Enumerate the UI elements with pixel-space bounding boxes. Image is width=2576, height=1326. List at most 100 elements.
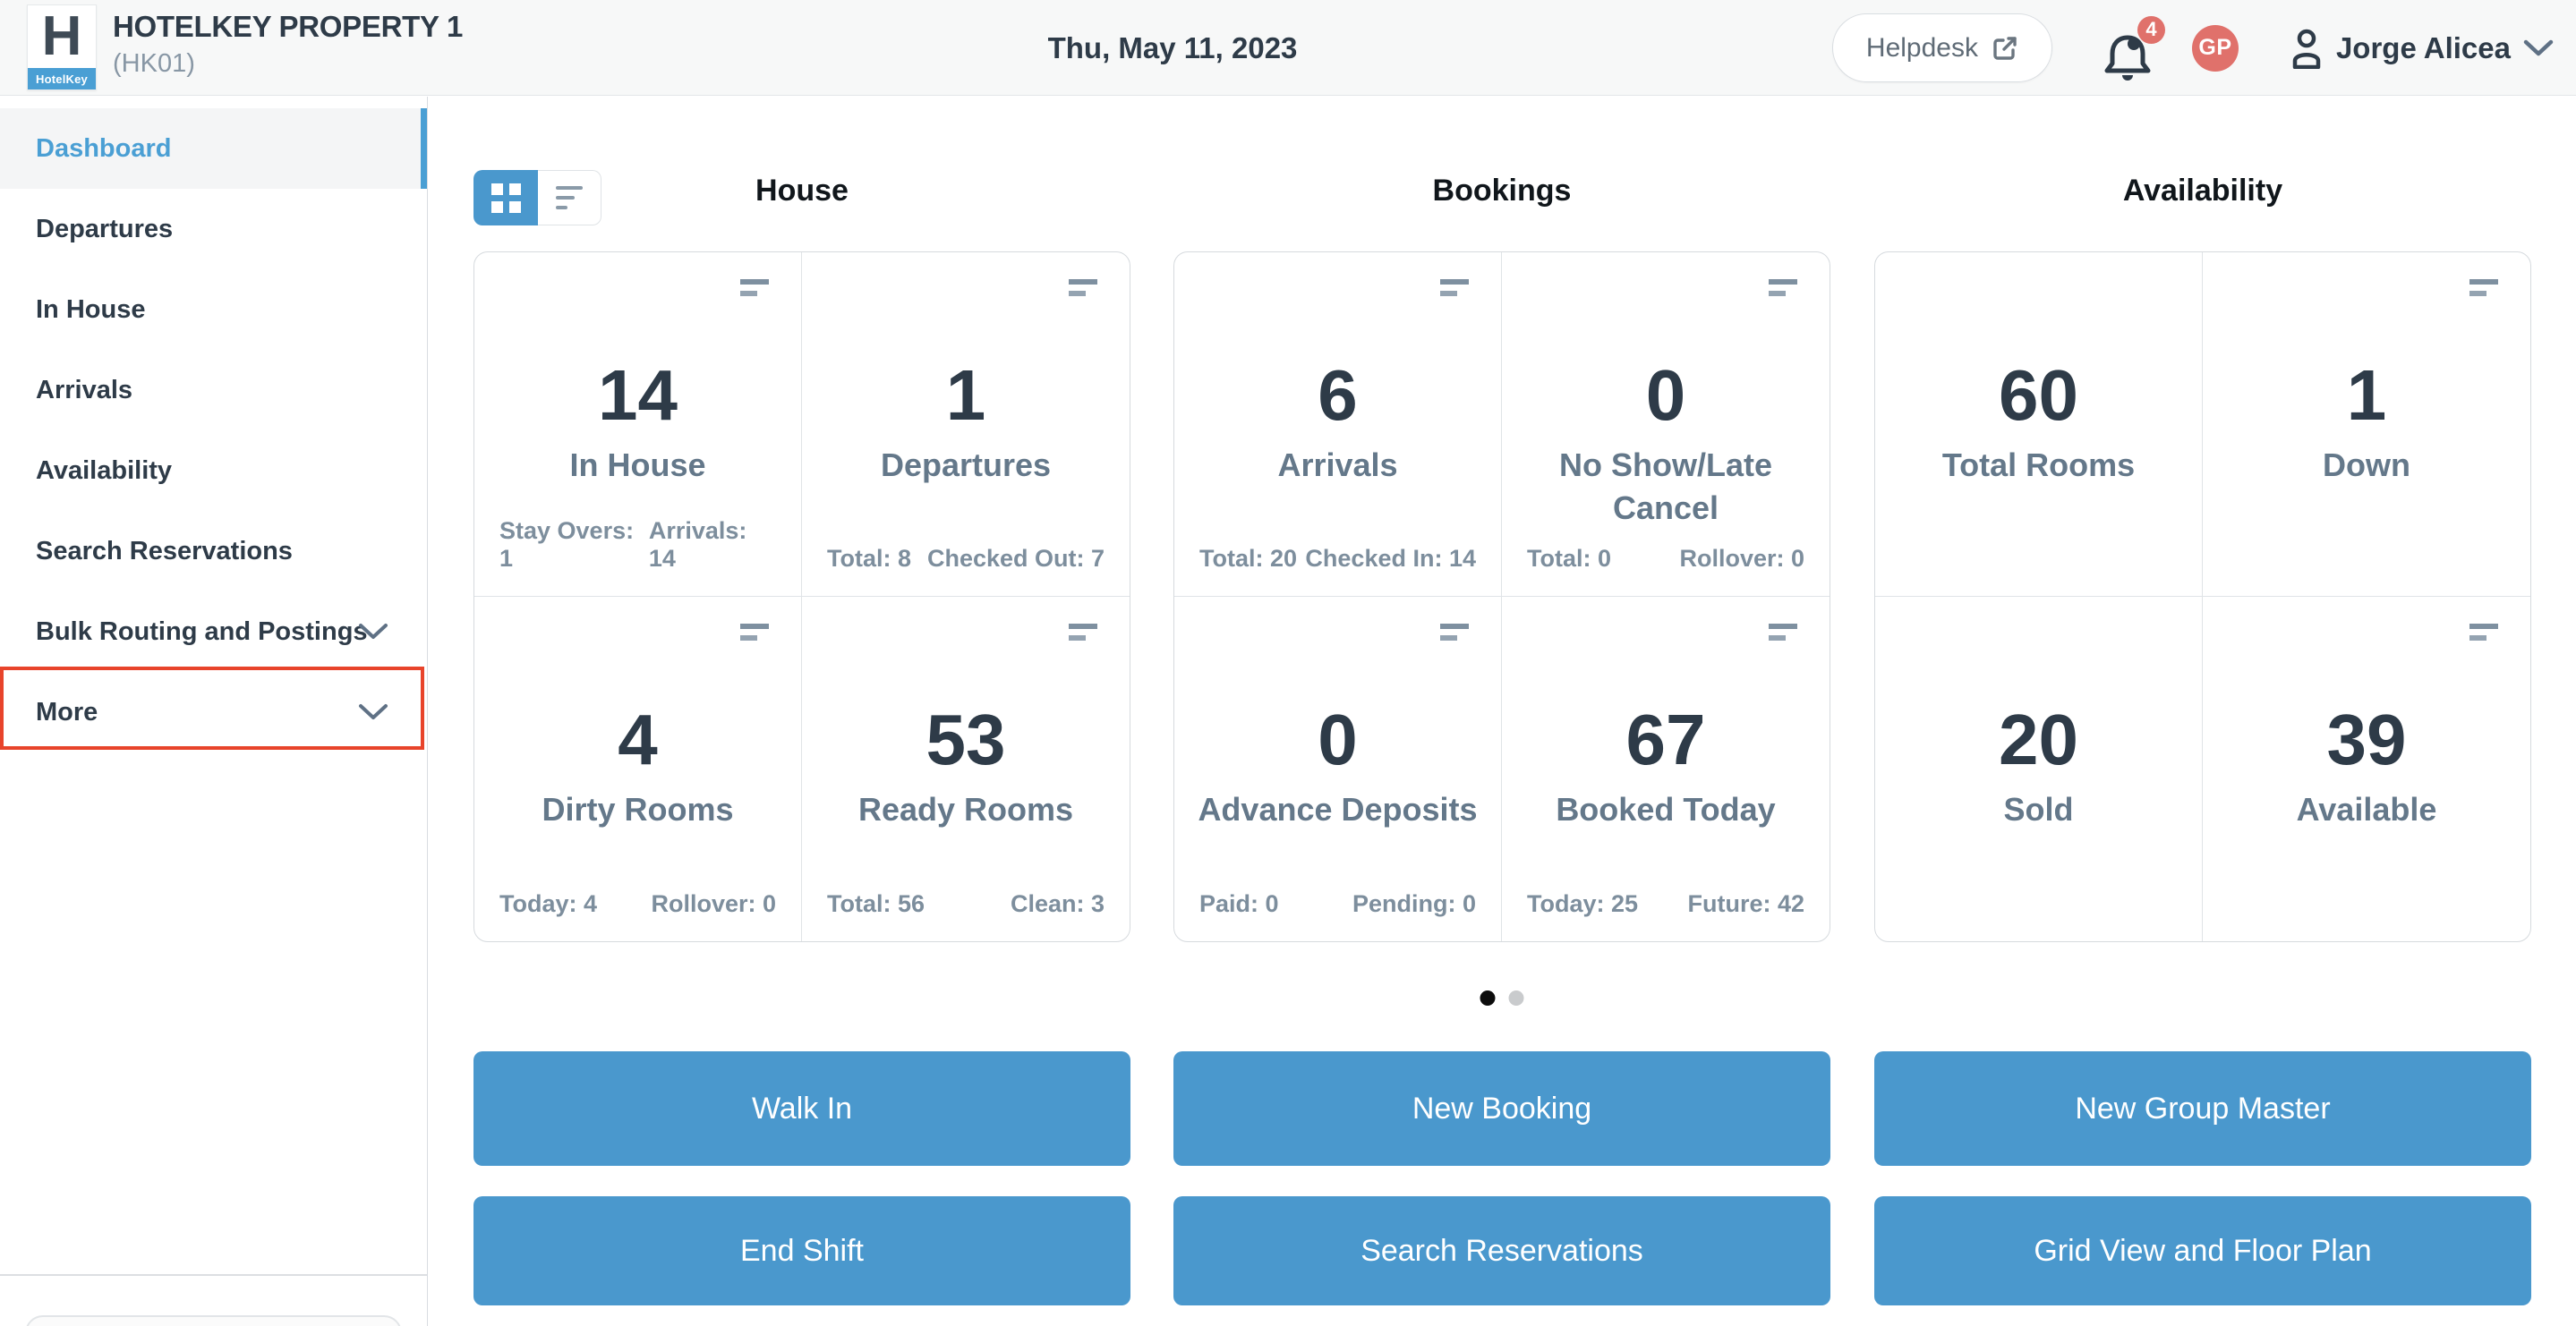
stat-footer-item: Today: 25 xyxy=(1527,890,1639,917)
carousel-dot[interactable] xyxy=(1480,990,1496,1006)
stat-card-dirty-rooms[interactable]: 4 Dirty Rooms Today: 4 Rollover: 0 xyxy=(474,597,802,941)
stat-footer-item: Total: 20 xyxy=(1199,545,1298,572)
notification-badge: 4 xyxy=(2137,15,2165,44)
card-menu-icon[interactable] xyxy=(1769,279,1797,296)
stat-value: 0 xyxy=(1645,355,1686,435)
section-title-availability: Availability xyxy=(2122,174,2283,208)
stat-value: 60 xyxy=(1999,355,2078,435)
card-menu-icon[interactable] xyxy=(1769,624,1797,641)
carousel-dot[interactable] xyxy=(1508,990,1524,1006)
action-button-grid-view-and-floor-plan[interactable]: Grid View and Floor Plan xyxy=(1874,1196,2531,1305)
stat-label: Available xyxy=(2296,791,2437,828)
stat-label: Booked Today xyxy=(1556,791,1776,828)
stat-footer-item: Rollover: 0 xyxy=(651,890,776,917)
card-menu-icon[interactable] xyxy=(2469,624,2498,641)
sidebar-item-label: Bulk Routing and Postings xyxy=(36,617,368,646)
avatar[interactable]: GP xyxy=(2191,24,2239,72)
sidebar-item-label: Dashboard xyxy=(36,134,172,163)
card-menu-icon[interactable] xyxy=(740,624,769,641)
stat-value: 14 xyxy=(598,355,678,435)
grid-view-button[interactable] xyxy=(473,170,538,225)
stat-card-total-rooms[interactable]: 60 Total Rooms xyxy=(1875,252,2203,597)
card-menu-icon[interactable] xyxy=(1069,624,1097,641)
stat-label: In House xyxy=(569,446,706,483)
stat-value: 4 xyxy=(618,700,658,779)
list-view-button[interactable] xyxy=(538,170,601,225)
list-view-icon xyxy=(556,186,583,209)
stat-card-no-show-late-cancel[interactable]: 0 No Show/Late Cancel Total: 0 Rollover: 0 xyxy=(1502,252,1830,597)
sidebar-item-label: Arrivals xyxy=(36,376,133,404)
stat-card-down[interactable]: 1 Down xyxy=(2203,252,2530,597)
view-toggle xyxy=(473,170,601,225)
sidebar: Dashboard Departures In House Arrivals Avail… xyxy=(0,97,428,1326)
sidebar-footer-panel xyxy=(25,1315,402,1326)
stat-footer: Paid: 0 Pending: 0 xyxy=(1199,890,1476,918)
card-menu-icon[interactable] xyxy=(1440,624,1469,641)
chevron-down-icon xyxy=(358,703,388,721)
stat-card-arrivals[interactable]: 6 Arrivals Total: 20 Checked In: 14 xyxy=(1174,252,1502,597)
helpdesk-button[interactable]: Helpdesk xyxy=(1831,13,2052,82)
property-title-block: HOTELKEY PROPERTY 1 (HK01) xyxy=(113,10,463,79)
stat-footer-item: Stay Overs: 1 xyxy=(499,517,635,572)
app-header: H HotelKey HOTELKEY PROPERTY 1 (HK01) Th… xyxy=(0,0,2576,96)
sidebar-item-bulk-routing-and-postings[interactable]: Bulk Routing and Postings xyxy=(0,591,427,672)
sidebar-item-dashboard[interactable]: Dashboard xyxy=(0,108,427,189)
stat-label: Ready Rooms xyxy=(857,791,1074,828)
section-column-availability: Availability 60 Total Rooms 1 Down 20 Sold 39 Av… xyxy=(1874,97,2531,1326)
stat-label: Departures xyxy=(880,446,1052,483)
sidebar-item-label: Search Reservations xyxy=(36,537,293,565)
stat-footer: Stay Overs: 1 Arrivals: 14 xyxy=(499,517,776,573)
action-button-new-booking[interactable]: New Booking xyxy=(1173,1051,1830,1166)
section-column-bookings: Bookings 6 Arrivals Total: 20 Checked In: 14… xyxy=(1173,97,1830,1326)
action-button-walk-in[interactable]: Walk In xyxy=(473,1051,1130,1166)
stat-value: 20 xyxy=(1999,700,2078,779)
stat-card-in-house[interactable]: 14 In House Stay Overs: 1 Arrivals: 14 xyxy=(474,252,802,597)
sidebar-item-label: More xyxy=(36,698,98,727)
sidebar-item-more[interactable]: More xyxy=(0,667,427,752)
sidebar-item-arrivals[interactable]: Arrivals xyxy=(0,350,427,430)
stat-value: 53 xyxy=(925,700,1006,779)
sidebar-item-departures[interactable]: Departures xyxy=(0,189,427,269)
person-icon xyxy=(2289,28,2324,69)
sidebar-item-label: In House xyxy=(36,295,146,324)
stat-card-departures[interactable]: 1 Departures Total: 8 Checked Out: 7 xyxy=(802,252,1130,597)
stat-value: 6 xyxy=(1318,355,1358,435)
sidebar-item-search-reservations[interactable]: Search Reservations xyxy=(0,511,427,591)
sidebar-item-availability[interactable]: Availability xyxy=(0,430,427,511)
stat-card-advance-deposits[interactable]: 0 Advance Deposits Paid: 0 Pending: 0 xyxy=(1174,597,1502,941)
stat-label: Down xyxy=(2323,446,2410,483)
action-button-new-group-master[interactable]: New Group Master xyxy=(1874,1051,2531,1166)
user-menu[interactable]: Jorge Alicea xyxy=(2289,28,2555,69)
stat-card-ready-rooms[interactable]: 53 Ready Rooms Total: 56 Clean: 3 xyxy=(802,597,1130,941)
stat-card-sold[interactable]: 20 Sold xyxy=(1875,597,2203,941)
stat-value: 1 xyxy=(2346,355,2387,435)
card-group-availability: 60 Total Rooms 1 Down 20 Sold 39 Available xyxy=(1874,251,2531,942)
stat-value: 39 xyxy=(2326,700,2407,779)
stat-label: Advance Deposits xyxy=(1198,791,1478,828)
stat-value: 0 xyxy=(1318,700,1358,779)
action-button-end-shift[interactable]: End Shift xyxy=(473,1196,1130,1305)
chevron-down-icon xyxy=(358,623,388,641)
action-button-search-reservations[interactable]: Search Reservations xyxy=(1173,1196,1830,1305)
sidebar-item-label: Departures xyxy=(36,215,174,243)
stat-footer-item: Arrivals: 14 xyxy=(648,517,747,572)
stat-value: 1 xyxy=(945,355,986,435)
stat-card-available[interactable]: 39 Available xyxy=(2203,597,2530,941)
section-column-house: House 14 In House Stay Overs: 1 Arrivals: 14… xyxy=(473,97,1130,1326)
stat-footer: Total: 20 Checked In: 14 xyxy=(1199,545,1476,573)
card-group-house: 14 In House Stay Overs: 1 Arrivals: 14 1 Depa… xyxy=(473,251,1130,942)
card-menu-icon[interactable] xyxy=(1069,279,1097,296)
stat-footer-item: Future: 42 xyxy=(1687,890,1804,917)
sidebar-item-in-house[interactable]: In House xyxy=(0,269,427,350)
grid-view-icon xyxy=(490,183,521,213)
stat-footer-item: Rollover: 0 xyxy=(1679,545,1804,572)
card-menu-icon[interactable] xyxy=(1440,279,1469,296)
stat-label: Arrivals xyxy=(1277,446,1398,483)
stat-card-booked-today[interactable]: 67 Booked Today Today: 25 Future: 42 xyxy=(1502,597,1830,941)
notifications-button[interactable]: 4 xyxy=(2104,11,2165,86)
property-name: HOTELKEY PROPERTY 1 xyxy=(113,10,464,43)
card-menu-icon[interactable] xyxy=(2469,279,2498,296)
property-code: (HK01) xyxy=(113,49,195,78)
sidebar-divider xyxy=(0,1274,427,1276)
card-menu-icon[interactable] xyxy=(740,279,769,296)
